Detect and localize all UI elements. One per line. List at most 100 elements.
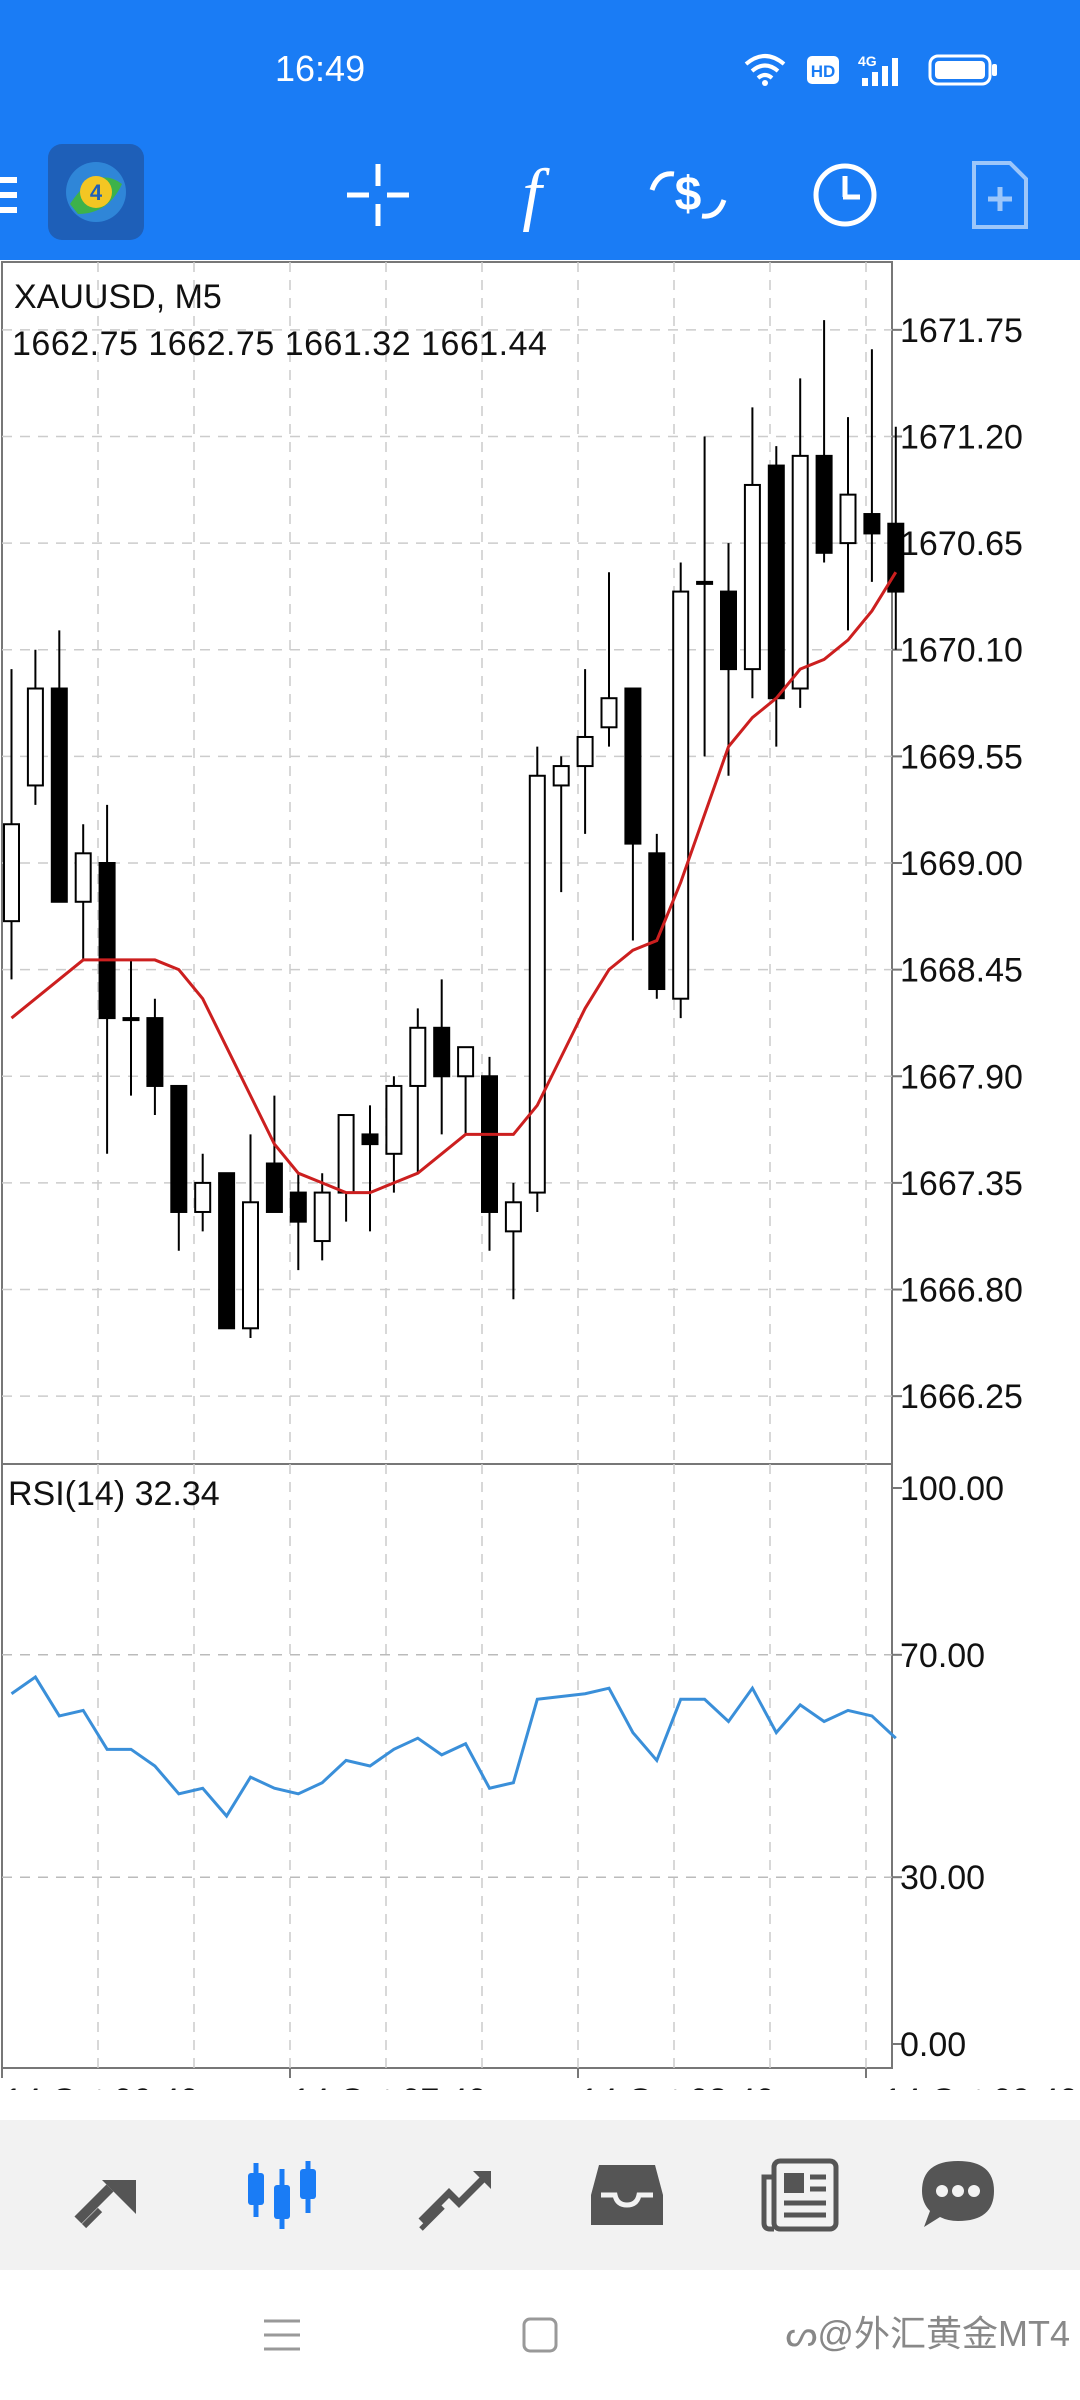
time-axis-label: 14 Oct 08:40: [580, 2082, 775, 2090]
rsi-panel-frame: [1, 1463, 893, 2069]
candle-bullish: [313, 1191, 331, 1243]
candle-bullish: [696, 580, 714, 585]
trade-button[interactable]: $: [643, 150, 733, 240]
nav-news[interactable]: [750, 2145, 850, 2245]
messages-icon: [922, 2161, 994, 2227]
candle-bearish: [624, 687, 642, 845]
candle-bearish: [218, 1172, 236, 1330]
wifi-icon: [744, 54, 786, 86]
candle-bullish: [552, 765, 570, 787]
candle-bearish: [265, 1162, 283, 1213]
candle-bullish: [409, 1026, 427, 1087]
price-label: 1671.75: [900, 312, 1023, 350]
nav-chart[interactable]: [232, 2145, 332, 2245]
price-label: 1669.00: [900, 845, 1023, 883]
new-order-icon: [972, 161, 1028, 229]
price-label: 1669.55: [900, 738, 1023, 776]
symbol-timeframe-label: XAUUSD, M5: [14, 278, 222, 316]
rsi-level-label: 100.00: [900, 1470, 1004, 1508]
candle-bullish: [528, 774, 546, 1194]
recents-button[interactable]: [262, 2315, 302, 2355]
battery-icon: [928, 54, 997, 86]
candle-bullish: [791, 454, 809, 690]
menu-icon: [0, 177, 17, 213]
price-label: 1670.10: [900, 632, 1023, 670]
candle-bullish: [743, 483, 761, 671]
candle-bullish: [194, 1181, 212, 1213]
system-navigation: [0, 2270, 1080, 2400]
rsi-level-label: 0.00: [900, 2026, 966, 2064]
candle-bullish: [26, 687, 44, 787]
indicators-button[interactable]: f: [487, 150, 577, 240]
candle-bullish: [600, 697, 618, 729]
candle-bearish: [815, 454, 833, 554]
candle-bullish: [504, 1201, 522, 1233]
time-axis-label: 14 Oct 07:40: [292, 2082, 487, 2090]
nav-quotes[interactable]: [60, 2145, 160, 2245]
candle-bearish: [481, 1075, 498, 1213]
rsi-level-label: 30.00: [900, 1859, 985, 1897]
candle-bearish: [887, 522, 905, 593]
candle-bullish: [457, 1046, 475, 1078]
candle-bearish: [50, 687, 68, 903]
quotes-icon: [74, 2180, 136, 2229]
candle-bullish: [385, 1084, 403, 1155]
status-bar: 16:49 HD 4G: [0, 0, 1080, 130]
svg-text:$: $: [675, 168, 702, 221]
crosshair-icon: [347, 164, 409, 226]
price-label: 1666.25: [900, 1378, 1023, 1416]
hd-icon: HD: [807, 56, 839, 84]
price-label: 1667.35: [900, 1165, 1023, 1203]
candle-bearish: [98, 862, 116, 1020]
moving-average-line: [10, 571, 898, 1195]
candle-bearish: [648, 852, 666, 991]
candle-bearish: [767, 464, 785, 700]
candle-bearish: [170, 1084, 188, 1213]
watermark: ᔕ@外汇黄金MT4: [785, 2305, 1070, 2357]
rsi-line: [10, 1674, 897, 1819]
news-icon: [761, 2158, 839, 2232]
status-time: 16:49: [275, 48, 366, 89]
timeframe-button[interactable]: [800, 150, 890, 240]
svg-text:4: 4: [90, 180, 103, 205]
rsi-level-label: 70.00: [900, 1637, 985, 1675]
rsi-label: RSI(14) 32.34: [8, 1475, 220, 1513]
indicators-icon: f: [522, 156, 542, 233]
candle-bullish: [337, 1114, 355, 1194]
candle-bearish: [720, 590, 737, 671]
nav-trade[interactable]: [405, 2145, 505, 2245]
time-axis-label: 14 Oct 06:40: [4, 2082, 199, 2090]
candle-bearish: [433, 1026, 451, 1078]
candle-bullish: [576, 735, 594, 768]
price-label: 1671.20: [900, 418, 1023, 456]
watermark-text: 外汇黄金MT4: [853, 2313, 1070, 2354]
candle-bullish: [3, 823, 20, 923]
4g-signal-icon: 4G: [858, 53, 898, 86]
nav-history[interactable]: [577, 2145, 677, 2245]
trade-nav-icon: [418, 2171, 491, 2231]
price-label: 1670.65: [900, 525, 1023, 563]
crosshair-button[interactable]: [333, 150, 423, 240]
price-chart[interactable]: 1671.75 1671.20 1670.65 1670.10 1669.55 1669.…: [0, 260, 1080, 2090]
trade-icon: $: [649, 168, 727, 221]
candle-bullish: [122, 1017, 140, 1022]
home-button[interactable]: [520, 2315, 560, 2355]
bottom-navigation: [0, 2120, 1080, 2270]
time-axis-label: 14 Oct 09:40: [883, 2082, 1078, 2090]
price-label: 1666.80: [900, 1272, 1023, 1310]
chart-icon: [248, 2161, 316, 2229]
menu-button[interactable]: [0, 150, 40, 240]
candle-bullish: [242, 1201, 259, 1330]
new-order-button[interactable]: [955, 150, 1045, 240]
candle-bullish: [839, 493, 857, 545]
watermark-logo-icon: ᔕ@: [785, 2313, 854, 2354]
nav-messages[interactable]: [908, 2145, 1008, 2245]
history-icon: [591, 2165, 663, 2225]
candle-bearish: [361, 1133, 379, 1146]
price-label: 1667.90: [900, 1058, 1023, 1096]
metatrader-logo-icon: 4: [48, 144, 144, 240]
candle-bearish: [146, 1017, 164, 1087]
svg-text:HD: HD: [811, 62, 836, 81]
metatrader-logo[interactable]: 4: [46, 142, 146, 242]
candle-bullish: [672, 590, 690, 1000]
